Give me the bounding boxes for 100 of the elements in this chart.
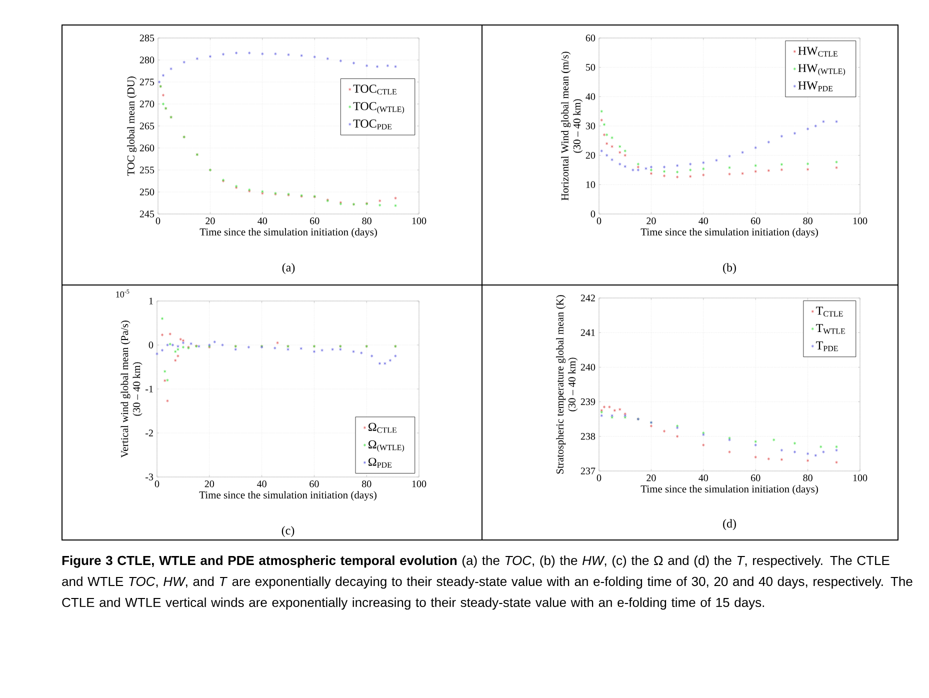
legend-label: T$_{WTLE}$ <box>816 324 845 334</box>
point <box>213 340 216 344</box>
point <box>360 351 363 355</box>
y-axis-title: Stratospheric temperature global mean (K) (30 – 40 km) <box>556 295 578 474</box>
point <box>313 55 316 59</box>
point <box>676 164 679 168</box>
x-tick-label: 20 <box>204 480 214 488</box>
point <box>662 174 666 178</box>
x-tick-label: 0 <box>156 218 160 224</box>
point <box>365 64 368 68</box>
point <box>163 379 166 382</box>
point <box>618 144 622 148</box>
point <box>618 162 622 166</box>
point <box>741 172 744 176</box>
point <box>182 338 185 342</box>
y-tick-label: 20 <box>586 152 596 159</box>
y-tick-label: 265 <box>140 122 154 130</box>
text: Figure 3 CTLE, WTLE and PDE atmospheric temporal evolution (a) the TOC, (b) the HW, (c) the Ω and (d) the T, respectively. The CTLE and WTLE TOC, HW, and T are exponentially decaying to their steady-state value with an e-folding time of 30, 20 and 40 days, respectively. The CTLE and WTLE vertical winds are exponentially increasing to their steady-state value with an e-folding time of 15 days. <box>62 556 912 610</box>
point <box>176 354 180 358</box>
point <box>632 168 634 172</box>
y-tick-label: 240 <box>580 364 596 371</box>
x-tick-label: 60 <box>751 474 760 482</box>
x-tick-label: 100 <box>412 218 426 224</box>
point <box>688 162 692 166</box>
point <box>273 346 276 350</box>
x-tick-label: 40 <box>698 474 708 482</box>
x-tick-label: 80 <box>362 480 372 488</box>
point <box>234 348 238 351</box>
x-tick-label: 80 <box>803 474 812 482</box>
point <box>624 149 627 153</box>
point <box>618 408 622 411</box>
point <box>331 348 334 351</box>
point <box>613 408 616 412</box>
point <box>822 450 825 454</box>
y-tick-label: 260 <box>140 144 154 152</box>
point <box>156 352 158 356</box>
point <box>176 344 180 348</box>
point <box>248 51 251 55</box>
point <box>650 165 653 169</box>
point <box>715 158 718 162</box>
point <box>312 350 316 354</box>
point <box>222 52 225 56</box>
y-tick-label: 1 <box>149 298 153 304</box>
legend-label: TOC$_{(WTLE)}$ <box>353 102 404 114</box>
point <box>702 173 705 177</box>
legend-label: TOC$_{CTLE}$ <box>353 84 396 94</box>
x-tick-label: 100 <box>412 480 426 488</box>
point <box>378 362 382 366</box>
x-axis-title: Time since the simulation initiation (days) <box>640 228 818 238</box>
y-axis-title: Vertical wind global mean (Pa/s) (30 – 40 km) <box>120 320 142 458</box>
x-tick-label: 40 <box>698 218 708 224</box>
point <box>793 442 796 445</box>
point <box>754 146 758 150</box>
x-tick-label: 60 <box>751 218 760 224</box>
point <box>624 154 627 157</box>
point <box>662 165 666 169</box>
point <box>610 144 614 148</box>
point <box>394 64 397 68</box>
point <box>767 168 770 172</box>
point <box>170 67 172 70</box>
point <box>780 134 784 138</box>
y-tick-label: 40 <box>586 93 596 100</box>
point <box>600 149 604 153</box>
point <box>662 430 666 433</box>
y-tick-label: 50 <box>586 64 596 71</box>
point <box>378 199 382 202</box>
point <box>605 154 608 157</box>
point <box>221 343 224 347</box>
point <box>378 204 382 207</box>
x-tick-label: 100 <box>853 474 868 482</box>
y-tick-label: 285 <box>140 34 154 42</box>
text: (a) <box>282 263 295 274</box>
point <box>819 445 822 448</box>
x-tick-label: 20 <box>646 218 656 224</box>
y-tick-label: -1 <box>146 386 153 392</box>
point <box>728 450 731 454</box>
point <box>754 164 758 168</box>
point <box>198 344 200 348</box>
point <box>835 120 838 124</box>
text: (b) <box>723 263 736 274</box>
point <box>276 341 279 344</box>
point <box>793 450 796 454</box>
point <box>352 61 356 65</box>
point <box>274 52 277 56</box>
point <box>835 445 838 448</box>
point <box>610 158 614 162</box>
point <box>286 348 290 351</box>
point <box>394 354 397 358</box>
point <box>754 443 758 447</box>
point <box>610 136 614 140</box>
point <box>780 458 784 462</box>
point <box>174 350 177 354</box>
x-tick-label: 0 <box>596 218 602 224</box>
point <box>767 140 770 144</box>
y-tick-label: 255 <box>140 166 154 174</box>
point <box>162 74 165 77</box>
point <box>168 332 172 336</box>
point <box>388 358 392 362</box>
point <box>636 162 640 166</box>
y-tick-label: 239 <box>580 398 596 406</box>
